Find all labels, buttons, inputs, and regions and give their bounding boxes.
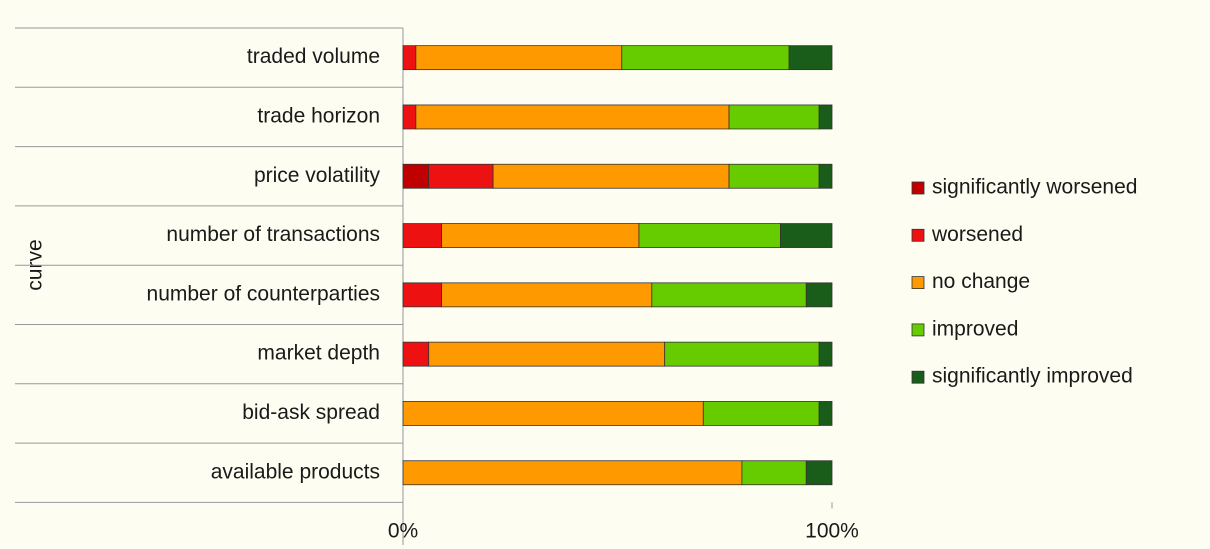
- bar-segment: [651, 282, 807, 308]
- bar-segment: [415, 104, 730, 130]
- legend-swatch: [911, 323, 925, 337]
- y-tick-label: trade horizon: [257, 104, 380, 127]
- y-tick-label: number of counterparties: [147, 282, 380, 305]
- bar-segment: [402, 401, 704, 426]
- legend-label: no change: [932, 270, 1030, 293]
- bar-segment: [780, 223, 833, 248]
- y-tick-label: market depth: [257, 342, 380, 365]
- legend-label: significantly worsened: [932, 176, 1137, 199]
- bar-segment: [818, 341, 833, 367]
- x-tick-label: 0%: [388, 520, 418, 543]
- bar-segment: [728, 104, 820, 130]
- y-tick-label: available products: [211, 460, 380, 483]
- bar-segment: [428, 163, 494, 189]
- bar-segment: [402, 45, 417, 71]
- bar-segment: [441, 282, 653, 308]
- bar-segment: [805, 460, 833, 486]
- bar-segment: [492, 163, 730, 189]
- bar-segment: [818, 163, 833, 189]
- y-tick-label: traded volume: [247, 45, 380, 68]
- bar-segment: [664, 341, 820, 367]
- bar-segment: [621, 45, 790, 71]
- bar-segment: [402, 341, 430, 367]
- x-tick-label: 100%: [805, 520, 859, 543]
- bar-segment: [402, 460, 743, 486]
- legend-label: significantly improved: [932, 365, 1133, 388]
- y-tick-label: price volatility: [254, 164, 381, 187]
- bar-segment: [818, 104, 833, 130]
- bar-segment: [402, 223, 443, 248]
- bar-segment: [638, 223, 781, 248]
- legend-label: worsened: [931, 223, 1023, 246]
- y-tick-label: bid-ask spread: [242, 401, 380, 424]
- bar-segment: [402, 282, 443, 308]
- bar-segment: [415, 45, 623, 71]
- y-tick-label: number of transactions: [166, 223, 380, 246]
- legend-swatch: [911, 276, 925, 290]
- bar-segment: [728, 163, 820, 189]
- bar-segment: [441, 223, 640, 248]
- legend-label: improved: [932, 317, 1018, 340]
- bar-segment: [788, 45, 833, 71]
- bar-segment: [805, 282, 833, 308]
- legend-swatch: [911, 370, 925, 384]
- bar-segment: [402, 163, 430, 189]
- bar-segment: [818, 401, 833, 426]
- bar-segment: [741, 460, 807, 486]
- legend-swatch: [911, 228, 925, 242]
- bar-segment: [402, 104, 417, 130]
- bar-segment: [428, 341, 666, 367]
- legend-swatch: [911, 181, 925, 195]
- bar-segment: [702, 401, 820, 426]
